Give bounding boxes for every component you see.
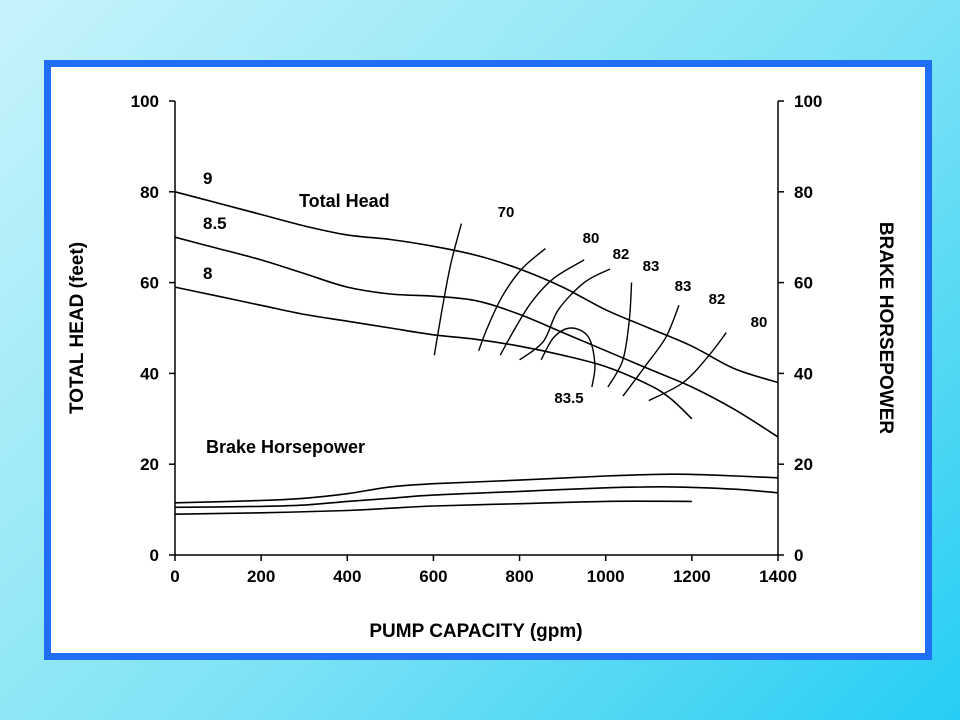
chart-frame: 0 200 400 600 800 1000 1200 1400 0 20 40 60 80 100 0 20… (44, 60, 932, 660)
efficiency-contour-label: 82 (613, 246, 630, 263)
efficiency-contour-label: 80 (583, 230, 600, 247)
efficiency-contour (499, 259, 585, 356)
efficiency-contour (519, 268, 611, 361)
efficiency-contour (607, 282, 633, 388)
efficiency-contour (478, 248, 546, 351)
head-curve-label: 9 (203, 169, 212, 188)
bhp-curve-9 (174, 473, 779, 504)
efficiency-contour-label: 82 (709, 291, 726, 308)
y-tick-label: 40 (140, 364, 159, 383)
efficiency-contour (648, 332, 727, 402)
efficiency-contour (540, 327, 596, 388)
y-tick-label: 100 (131, 92, 159, 111)
efficiency-contour (433, 223, 463, 356)
y2-axis-label: BRAKE HORSEPOWER (875, 222, 896, 434)
head-curve-8-5 (174, 236, 779, 438)
y2-tick-label: 100 (794, 92, 822, 111)
head-curve-label: 8.5 (203, 214, 227, 233)
head-curve-label: 8 (203, 264, 212, 283)
y-tick-label: 80 (140, 183, 159, 202)
y2-tick-label: 80 (794, 183, 813, 202)
efficiency-contour-label: 70 (498, 204, 515, 221)
efficiency-contour-label: 83 (675, 278, 692, 295)
y2-tick-label: 20 (794, 455, 813, 474)
x-tick-label: 400 (333, 567, 361, 586)
x-tick-label: 600 (419, 567, 447, 586)
efficiency-contour-label: 80 (751, 314, 768, 331)
efficiency-contour-label: 83 (643, 258, 660, 275)
x-tick-label: 200 (247, 567, 275, 586)
pump-performance-chart: 0 200 400 600 800 1000 1200 1400020406080100020… (67, 92, 896, 642)
y-axis-label: TOTAL HEAD (feet) (67, 242, 88, 414)
tick-marks (169, 100, 784, 561)
curve-labels: 9 8.5 8 70 80 82 83 83 82 80 83.5 (203, 169, 767, 407)
curves (174, 191, 779, 515)
total-head-annotation: Total Head (299, 191, 390, 211)
efficiency-contour (622, 305, 680, 397)
y-tick-label: 20 (140, 455, 159, 474)
bhp-curve-8 (174, 500, 692, 515)
y-tick-label: 0 (150, 546, 159, 565)
x-tick-label: 800 (505, 567, 533, 586)
x-axis-label: PUMP CAPACITY (gpm) (369, 621, 582, 642)
x-tick-label: 1400 (759, 567, 797, 586)
x-tick-label: 1200 (673, 567, 711, 586)
efficiency-contour-label: 83.5 (554, 390, 583, 407)
x-tick-label: 1000 (587, 567, 625, 586)
y2-tick-label: 40 (794, 364, 813, 383)
head-curve-9 (174, 191, 779, 384)
axes (174, 101, 779, 556)
bhp-curve-8-5 (174, 486, 779, 509)
head-curve-8 (174, 286, 693, 420)
tick-labels: 0 200 400 600 800 1000 1200 1400020406080100020… (131, 92, 823, 586)
y2-tick-label: 60 (794, 274, 813, 293)
y-tick-label: 60 (140, 274, 159, 293)
y2-tick-label: 0 (794, 546, 803, 565)
x-tick-label: 0 (170, 567, 179, 586)
brake-horsepower-annotation: Brake Horsepower (206, 437, 365, 457)
